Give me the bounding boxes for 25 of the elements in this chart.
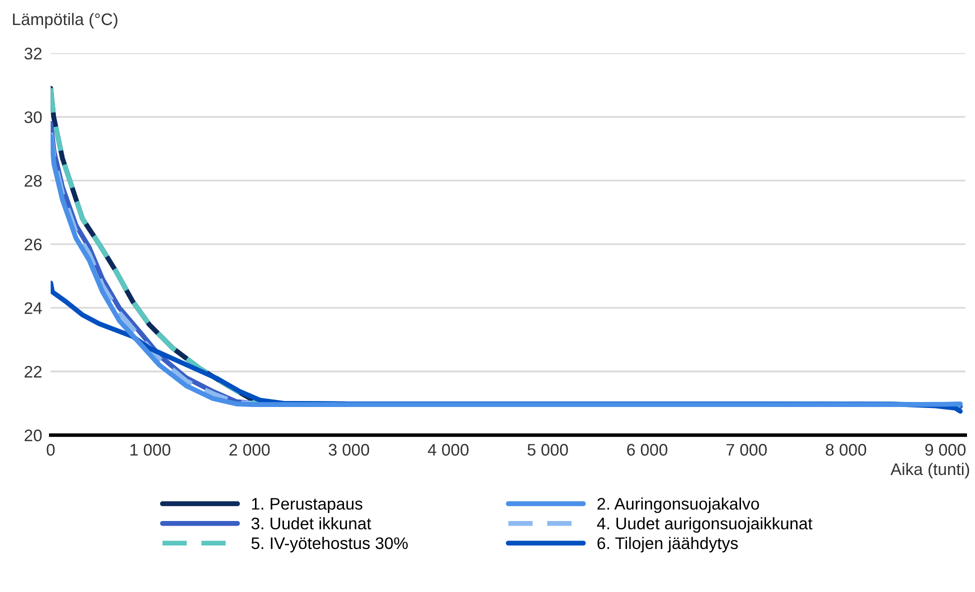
y-axis-title: Lämpötila (°C)	[13, 12, 118, 28]
y-tick-label: 22	[24, 366, 42, 378]
legend-label: 6. Tilojen jäähdytys	[597, 536, 738, 552]
x-tick-label: 6 000	[627, 444, 668, 456]
x-tick-label: 3 000	[328, 444, 370, 456]
y-tick-label: 32	[24, 48, 42, 60]
x-tick-label: 8 000	[826, 444, 866, 456]
x-tick-label: 5 000	[528, 444, 568, 456]
legend-label: 2. Auringonsuojakalvo	[597, 497, 760, 514]
legend-label: 3. Uudet ikkunat	[251, 517, 372, 530]
y-tick-label: 28	[24, 174, 42, 187]
x-axis-title: Aika (tunti)	[890, 462, 970, 478]
x-tick-label: 7 000	[726, 444, 767, 456]
y-tick-label: 20	[24, 430, 42, 442]
y-tick-label: 24	[24, 302, 42, 314]
x-tick-label: 4 000	[428, 444, 469, 456]
y-tick-label: 26	[24, 238, 42, 250]
y-tick-label: 30	[24, 111, 42, 124]
x-tick-label: 9 000	[925, 444, 966, 456]
x-tick-label: 2 000	[230, 444, 270, 456]
legend-label: 5. IV-yötehostus 30%	[251, 536, 408, 552]
legend-label: 4. Uudet aurigonsuojaikkunat	[597, 517, 812, 533]
x-tick-label: 0	[46, 444, 55, 456]
x-tick-label: 1 000	[130, 444, 170, 456]
legend-label: 1. Perustapaus	[252, 498, 362, 514]
